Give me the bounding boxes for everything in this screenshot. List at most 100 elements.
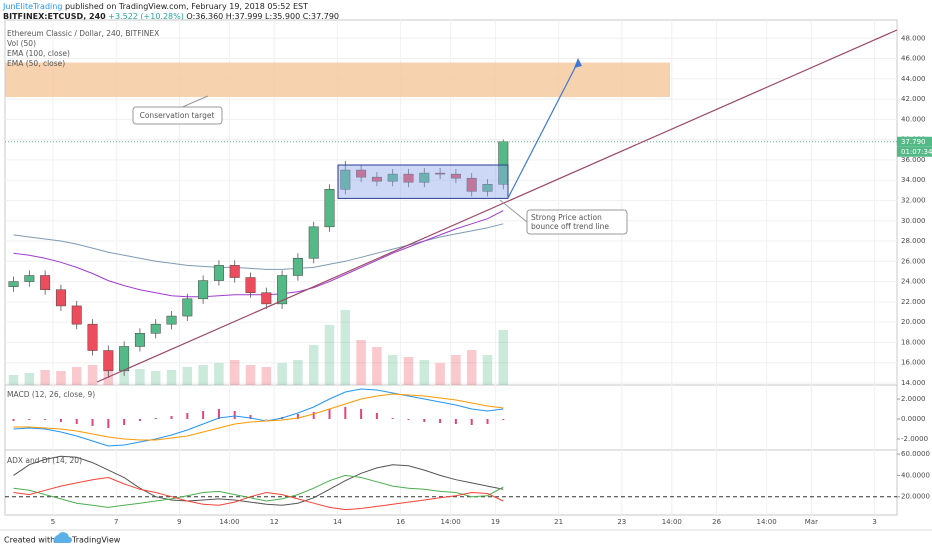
y-tick-label: 24.000 (901, 278, 926, 286)
histogram-bar (202, 411, 205, 419)
x-tick-label: 14:00 (757, 518, 777, 526)
histogram-bar (91, 419, 94, 426)
brand-logo (53, 532, 72, 543)
volume-bar (245, 365, 256, 385)
histogram-bar (407, 419, 410, 420)
candle-body (450, 173, 461, 179)
volume-bar (214, 363, 224, 385)
panel-title: MACD (12, 26, close, 9) (7, 390, 95, 399)
volume-bar (403, 357, 414, 385)
x-tick-label: 14:00 (662, 518, 682, 526)
histogram-bar (375, 413, 378, 419)
candle-body (71, 305, 82, 325)
y-tick-label: 36.000 (901, 156, 926, 164)
candle-body (24, 275, 35, 282)
last-price-box (897, 136, 932, 147)
histogram-bar (249, 415, 252, 419)
y-tick-label: 22.000 (901, 298, 926, 306)
candle-body (198, 280, 209, 300)
footer-brand[interactable]: TradingView (71, 536, 121, 545)
callout-line: bounce off trend line (531, 222, 609, 231)
volume-bar (229, 360, 240, 385)
y-tick-label: 14.000 (901, 379, 926, 387)
callout-pointer (179, 95, 209, 109)
y-tick-label: 20.000 (901, 318, 926, 326)
indicator-line (13, 476, 504, 511)
volume-bar (308, 345, 319, 385)
histogram-bar (439, 419, 442, 423)
y-tick-label: 0.0000 (901, 415, 926, 423)
candle-body (277, 275, 288, 305)
histogram-bar (59, 419, 62, 422)
candle-body (103, 350, 114, 372)
volume-bar (451, 355, 461, 385)
plot-area: 5 7 9 14:00 12 14 16 14:00 19 21 23 14:00 26 14:00 Mar… (4, 19, 932, 526)
arrow-head (574, 58, 582, 68)
candle-body (261, 292, 272, 305)
volume-bar (466, 350, 477, 385)
legend-item: Vol (50) (7, 39, 36, 48)
y-tick-label: 46.000 (901, 55, 926, 63)
histogram-bar (423, 419, 426, 422)
x-tick-label: 26 (712, 518, 721, 526)
header-line: JunEliteTrading published on TradingView… (2, 2, 308, 11)
histogram-bar (44, 419, 47, 420)
header-line: BITFINEX:ETCUSD, 240 +3.522 (+10.28%) O:… (3, 12, 339, 21)
last-price-label: 37.790 (901, 138, 926, 146)
histogram-bar (502, 419, 505, 420)
histogram-bar (233, 411, 236, 419)
footer-text: Created with (4, 536, 55, 545)
indicator-line (13, 210, 504, 298)
y-tick-label: 40.0000 (901, 471, 930, 479)
x-tick-label: 19 (491, 518, 500, 526)
y-tick-label: 48.000 (901, 34, 926, 42)
histogram-bar (312, 412, 315, 419)
histogram-bar (28, 419, 31, 420)
histogram-bar (486, 419, 489, 424)
histogram-bar (391, 418, 394, 419)
volume-bar (356, 340, 366, 385)
volume-bar (56, 371, 66, 385)
candle-body (55, 289, 66, 307)
y-tick-label: 30.000 (901, 217, 926, 225)
volume-bar (419, 360, 430, 385)
histogram-bar (265, 419, 268, 420)
histogram-bar (138, 419, 141, 421)
histogram-bar (12, 419, 15, 421)
legend-item: EMA (100, close) (7, 49, 70, 58)
volume-bar (277, 363, 287, 385)
candle-body (308, 226, 319, 259)
trend-line (96, 29, 898, 383)
candle-body (245, 277, 256, 293)
y-tick-label: 60.0000 (901, 450, 930, 458)
legend-item: Ethereum Classic / Dollar, 240, BITFINEX (7, 29, 159, 38)
author[interactable]: JunEliteTrading (2, 2, 62, 11)
x-tick-label: 7 (114, 518, 118, 526)
indicator-line (13, 455, 504, 506)
histogram-bar (470, 419, 473, 425)
x-tick-label: 3 (872, 518, 876, 526)
candle-body (292, 258, 303, 276)
y-tick-label: 40.000 (901, 115, 926, 123)
symbol: BITFINEX:ETCUSD, 240 (3, 12, 106, 21)
histogram-bar (217, 409, 220, 419)
volume-bar (387, 355, 398, 385)
volume-bar (40, 370, 50, 385)
volume-bar (340, 310, 351, 385)
y-tick-label: 26.000 (901, 257, 926, 265)
histogram-bar (186, 413, 189, 419)
y-tick-label: 20.0000 (901, 493, 930, 501)
callout (132, 106, 223, 125)
y-tick-label: 32.000 (901, 196, 926, 204)
x-tick-label: 5 (51, 518, 55, 526)
candle-body (356, 169, 367, 178)
volume-bar (198, 365, 208, 385)
consolidation-box (337, 164, 509, 199)
candle-body (87, 323, 98, 351)
countdown-box (897, 146, 932, 157)
histogram-bar (123, 419, 126, 425)
volume-bar (135, 369, 145, 385)
volume-bar (261, 367, 272, 385)
x-tick-label: 9 (177, 518, 181, 526)
